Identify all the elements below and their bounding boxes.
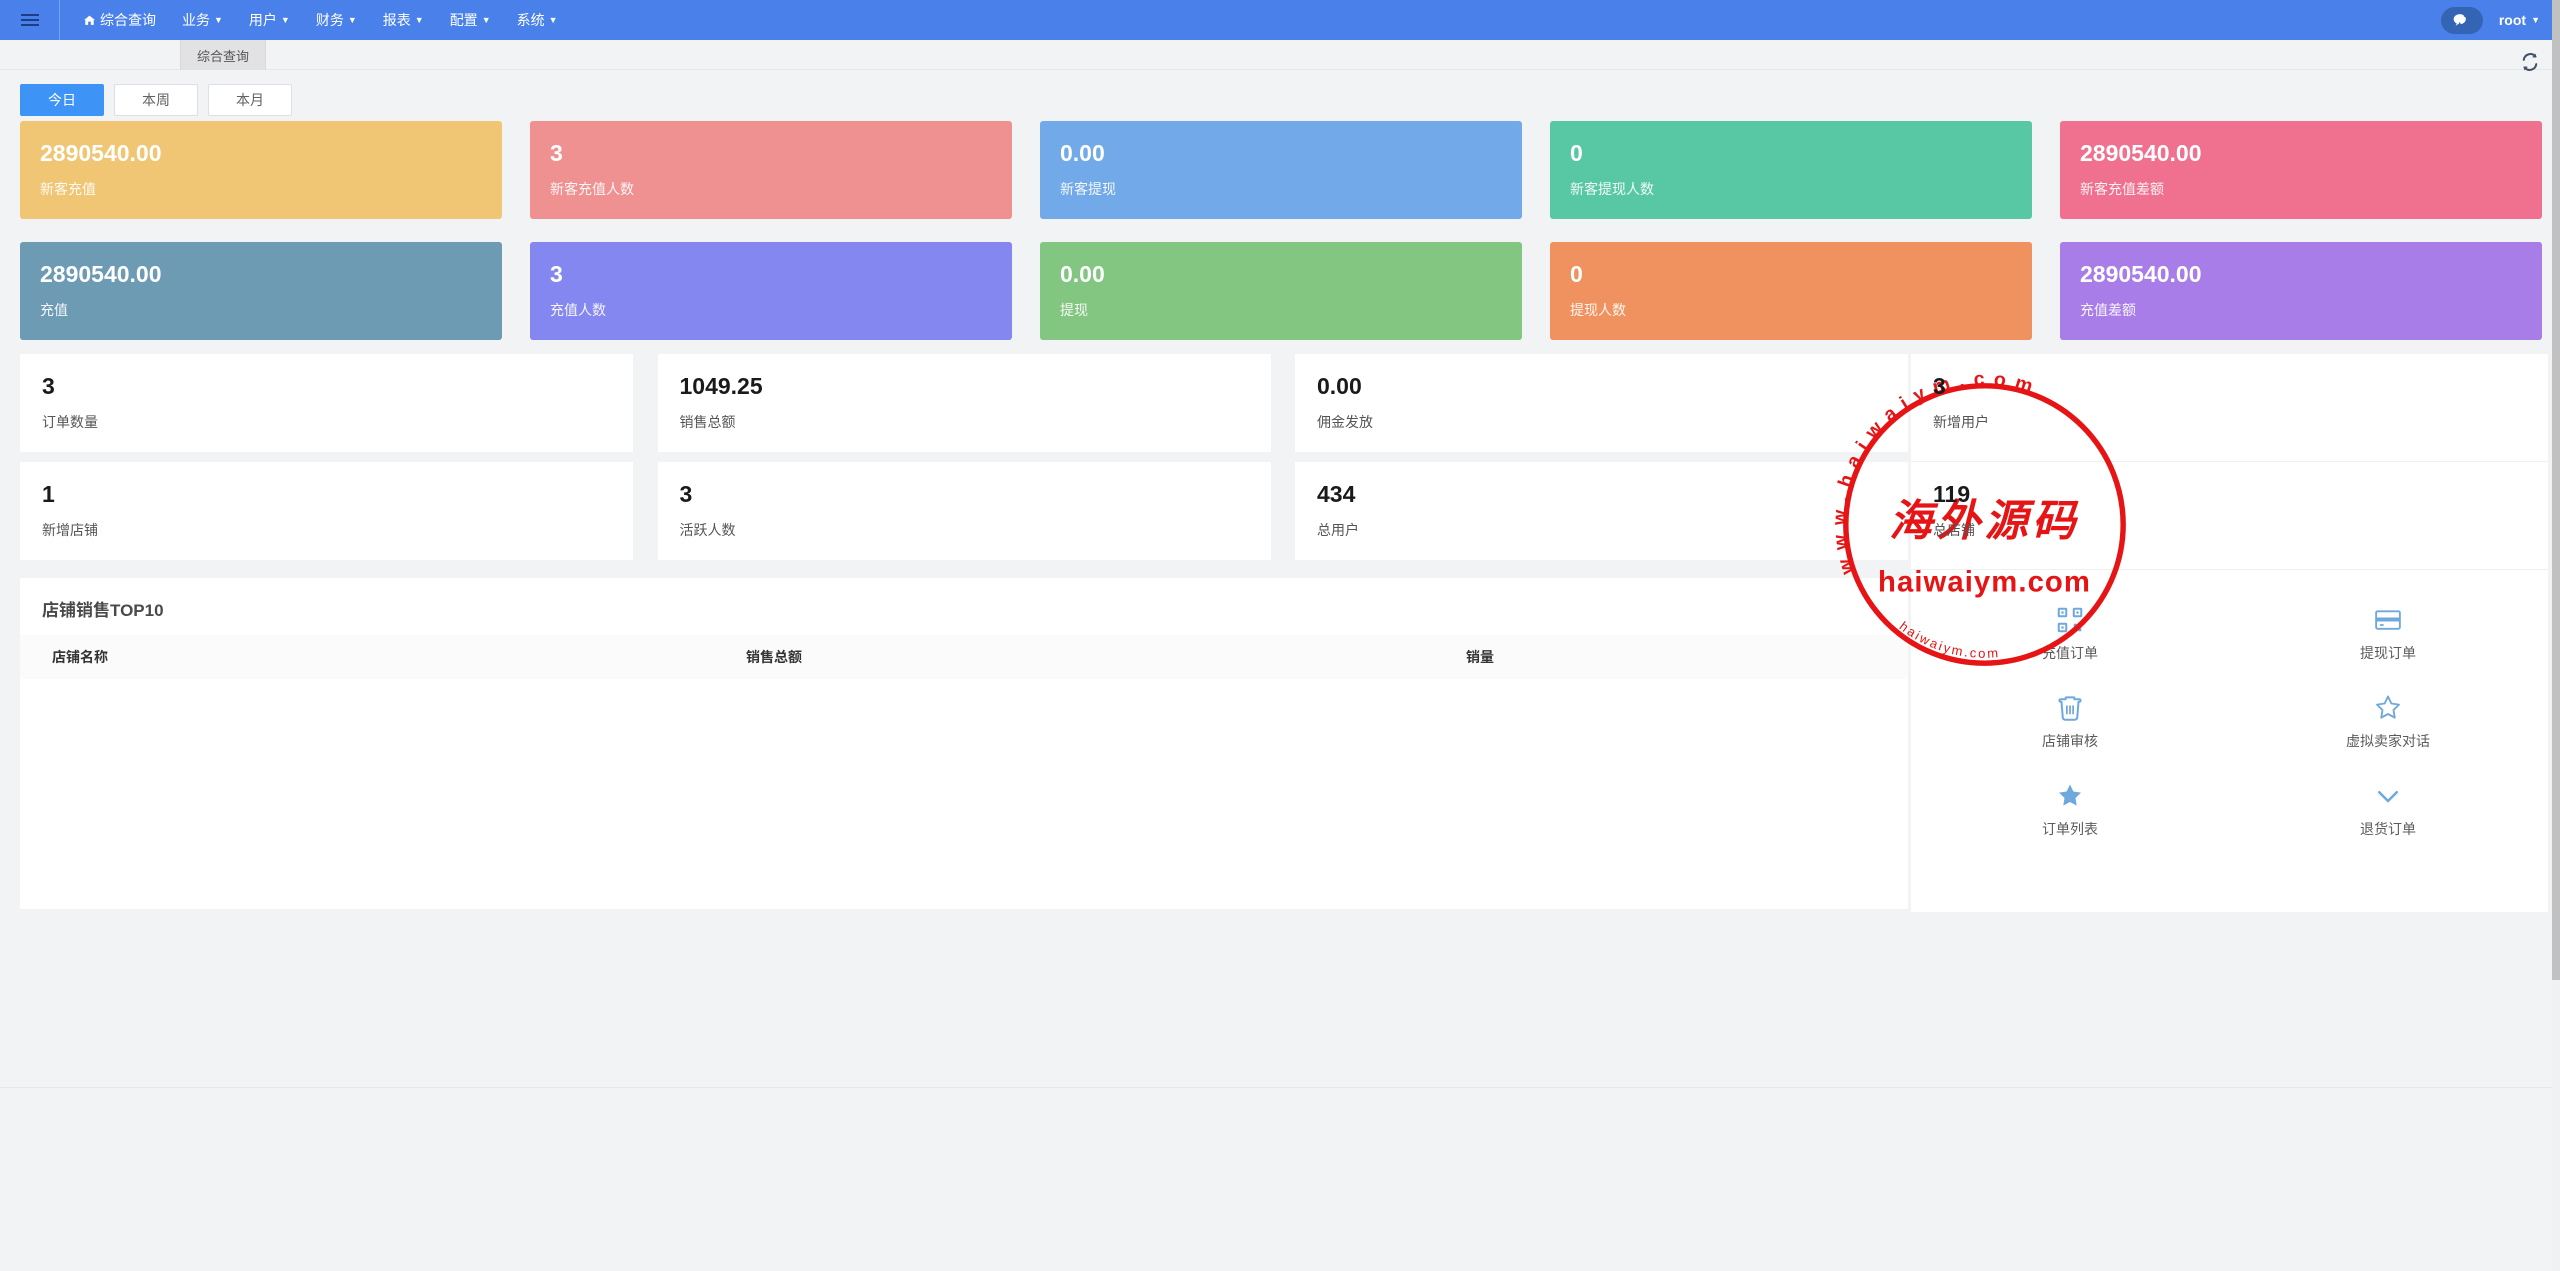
svg-text:haiwaiym.com: haiwaiym.com: [1897, 618, 2001, 661]
svg-text:haiwaiym.com: haiwaiym.com: [1878, 567, 2091, 599]
